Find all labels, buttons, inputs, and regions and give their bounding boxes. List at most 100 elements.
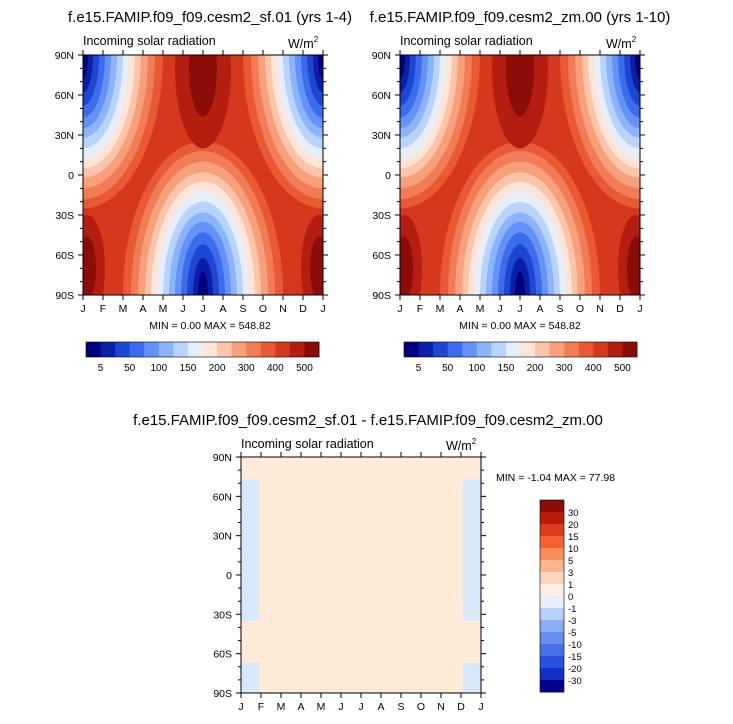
colorbar-label: 300 xyxy=(556,363,573,374)
colorbar-swatch xyxy=(540,572,564,585)
colorbar-swatch xyxy=(520,342,536,357)
panel-2-variable: Incoming solar radiation xyxy=(400,34,533,48)
x-tick-label: O xyxy=(576,303,584,315)
x-tick-label: D xyxy=(457,701,465,713)
colorbar-swatch xyxy=(540,656,564,669)
colorbar-label: 500 xyxy=(296,363,313,374)
colorbar-swatch xyxy=(447,342,463,357)
x-tick-label: J xyxy=(200,303,205,315)
colorbar-swatch xyxy=(540,644,564,657)
colorbar-swatch xyxy=(404,342,419,357)
colorbar-swatch xyxy=(202,342,218,357)
colorbar-swatch xyxy=(540,620,564,633)
colorbar-frame xyxy=(85,341,320,358)
colorbar-label: -3 xyxy=(568,616,576,627)
y-tick-label: 0 xyxy=(385,170,391,182)
colorbar-swatch xyxy=(540,632,564,645)
colorbar-swatch xyxy=(304,342,320,357)
colorbar-label: 200 xyxy=(209,363,226,374)
colorbar-swatch xyxy=(540,548,564,561)
colorbar-label: 400 xyxy=(267,363,284,374)
panel-3-plot-field xyxy=(241,457,481,693)
y-tick-label: 90S xyxy=(213,688,232,700)
x-tick-label: A xyxy=(219,303,226,315)
x-tick-label: M xyxy=(159,303,168,315)
x-tick-label: J xyxy=(497,303,502,315)
contour-band-cap-core-0 xyxy=(400,55,405,79)
contour-band-cap-core-0 xyxy=(83,55,88,79)
colorbar-swatch xyxy=(540,596,564,609)
x-tick-label: N xyxy=(596,303,604,315)
colorbar-swatch xyxy=(540,584,564,597)
colorbar-swatch xyxy=(86,342,101,357)
x-tick-label: N xyxy=(437,701,445,713)
x-tick-label: M xyxy=(119,303,128,315)
colorbar-swatch xyxy=(540,560,564,573)
y-tick-label: 30N xyxy=(55,130,74,142)
y-tick-label: 60N xyxy=(55,90,74,102)
colorbar-swatch xyxy=(578,342,594,357)
colorbar-label: 100 xyxy=(468,363,485,374)
colorbar-swatch xyxy=(593,342,609,357)
colorbar-label: 30 xyxy=(568,508,579,519)
difference-region xyxy=(241,662,259,693)
colorbar-swatch xyxy=(100,342,116,357)
contour-band-peak-1 xyxy=(400,236,413,295)
panel-1-plot-field xyxy=(83,55,323,295)
y-tick-label: 60N xyxy=(372,90,391,102)
colorbar-swatch xyxy=(540,668,564,681)
colorbar-swatch xyxy=(549,342,565,357)
x-tick-label: F xyxy=(258,701,264,713)
colorbar-label: 5 xyxy=(98,363,104,374)
colorbar-swatch xyxy=(540,536,564,549)
x-tick-label: J xyxy=(517,303,522,315)
x-tick-label: N xyxy=(279,303,287,315)
colorbar-swatch xyxy=(260,342,276,357)
colorbar-swatch xyxy=(289,342,305,357)
y-tick-label: 90N xyxy=(372,50,391,62)
x-tick-label: M xyxy=(277,701,286,713)
y-tick-label: 90N xyxy=(213,452,232,464)
panel-2-plot-field xyxy=(400,55,640,295)
x-tick-label: D xyxy=(616,303,624,315)
colorbar-swatch xyxy=(540,524,564,537)
colorbar-swatch xyxy=(173,342,189,357)
contour-band-cap-core-2 xyxy=(198,271,208,295)
contour-band-cap-core-1 xyxy=(318,55,323,79)
panel-2-minmax: MIN = 0.00 MAX = 548.82 xyxy=(459,320,581,332)
panel-3: f.e15.FAMIP.f09_f09.cesm2_sf.01 - f.e15.… xyxy=(133,412,615,713)
x-tick-label: J xyxy=(80,303,85,315)
x-tick-label: A xyxy=(456,303,463,315)
colorbar-label: 50 xyxy=(124,363,136,374)
colorbar-swatch xyxy=(158,342,174,357)
difference-field-background xyxy=(241,457,481,693)
x-tick-label: J xyxy=(637,303,642,315)
y-tick-label: 60N xyxy=(213,491,232,503)
y-tick-label: 30S xyxy=(55,210,74,222)
colorbar-label: 50 xyxy=(442,363,454,374)
panel-3-title: f.e15.FAMIP.f09_f09.cesm2_sf.01 - f.e15.… xyxy=(133,412,603,429)
colorbar-label: 10 xyxy=(568,544,579,555)
x-tick-label: M xyxy=(317,701,326,713)
panel-3-units: W/m2 xyxy=(446,437,477,453)
x-tick-label: J xyxy=(478,701,483,713)
colorbar-frame xyxy=(539,499,565,693)
x-tick-label: J xyxy=(238,701,243,713)
colorbar-swatch xyxy=(540,680,564,693)
y-tick-label: 60S xyxy=(55,250,74,262)
colorbar-swatch xyxy=(505,342,521,357)
panel-1-colorbar: 5 50 100 150 200 300 400 500 xyxy=(85,341,320,374)
colorbar-swatch xyxy=(622,342,638,357)
panel-2-units: W/m2 xyxy=(606,35,637,51)
contour-band-peak-2 xyxy=(627,236,640,295)
contour-band-peak-0 xyxy=(506,55,534,117)
colorbar-label: 5 xyxy=(568,556,573,567)
colorbar-swatch xyxy=(246,342,262,357)
colorbar-swatch xyxy=(535,342,551,357)
colorbar-label: 150 xyxy=(498,363,515,374)
x-tick-label: F xyxy=(100,303,106,315)
y-tick-label: 30S xyxy=(372,210,391,222)
colorbar-swatch xyxy=(115,342,131,357)
